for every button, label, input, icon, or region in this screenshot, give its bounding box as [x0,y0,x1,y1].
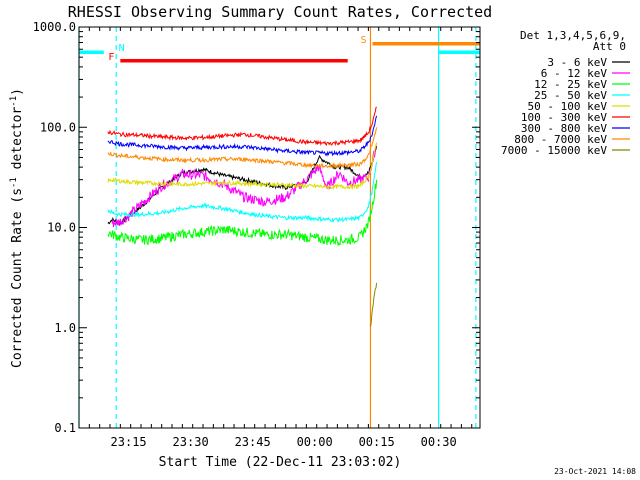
x-tick-label-3: 00:00 [297,435,333,449]
x-tick-label-0: 23:15 [111,435,147,449]
series-lines [107,106,378,327]
y-tick-label-2: 10.0 [47,221,76,235]
footer-date: 23-Oct-2021 14:08 [554,467,636,476]
y-axis-label-main: Corrected Count Rate (s [10,188,25,368]
legend-label-7: 800 - 7000 keV [514,133,607,146]
series-line-5 [107,106,377,147]
chart-title: RHESSI Observing Summary Count Rates, Co… [68,3,492,21]
legend-header-1: Att 0 [593,40,626,53]
legend-label-1: 6 - 12 keV [541,67,608,80]
flag-label-F: F [108,52,114,63]
series-line-6 [107,115,378,157]
x-tick-label-5: 00:30 [421,435,457,449]
flag-bars: N S F [79,35,480,63]
plot-frame [78,26,481,429]
x-axis-label: Start Time (22-Dec-11 23:03:02) [159,455,402,470]
y-tick-label-1: 1.0 [54,321,76,335]
series-line-1 [111,142,378,228]
series-line-8 [369,282,378,327]
legend-label-0: 3 - 6 keV [547,56,607,69]
y-tick-label-0: 0.1 [54,421,76,435]
y-axis-label-sup1: -1 [9,177,19,188]
legend-label-6: 300 - 800 keV [521,122,607,135]
series-line-2 [107,179,378,247]
flag-label-N: N [119,43,125,54]
vertical-markers [78,27,477,428]
y-axis-ticks: 0.1 1.0 10.0 100.0 1000.0 [33,20,480,435]
x-tick-label-2: 23:45 [235,435,271,449]
legend-header-0: Det 1,3,4,5,6,9, [520,29,626,42]
series-line-4 [107,142,378,191]
y-axis-label-end: ) [10,88,25,96]
y-tick-label-4: 1000.0 [33,20,76,34]
legend-label-4: 50 - 100 keV [528,100,608,113]
y-axis-label-sup2: -1 [9,96,19,107]
x-tick-label-4: 00:15 [359,435,395,449]
x-axis-ticks: 23:15 23:30 23:45 00:00 00:15 00:30 [78,27,473,449]
series-line-7 [107,127,378,170]
legend-label-3: 25 - 50 keV [534,89,607,102]
y-axis-label: Corrected Count Rate (s-1 detector-1) [9,88,25,368]
flag-label-S: S [361,35,367,46]
series-line-3 [107,161,378,223]
legend-label-8: 7000 - 15000 keV [501,144,607,157]
y-tick-label-3: 100.0 [40,120,76,134]
legend-label-5: 100 - 300 keV [521,111,607,124]
x-tick-label-1: 23:30 [173,435,209,449]
legend-label-2: 12 - 25 keV [534,78,607,91]
y-axis-label-mid: detector [10,107,25,178]
